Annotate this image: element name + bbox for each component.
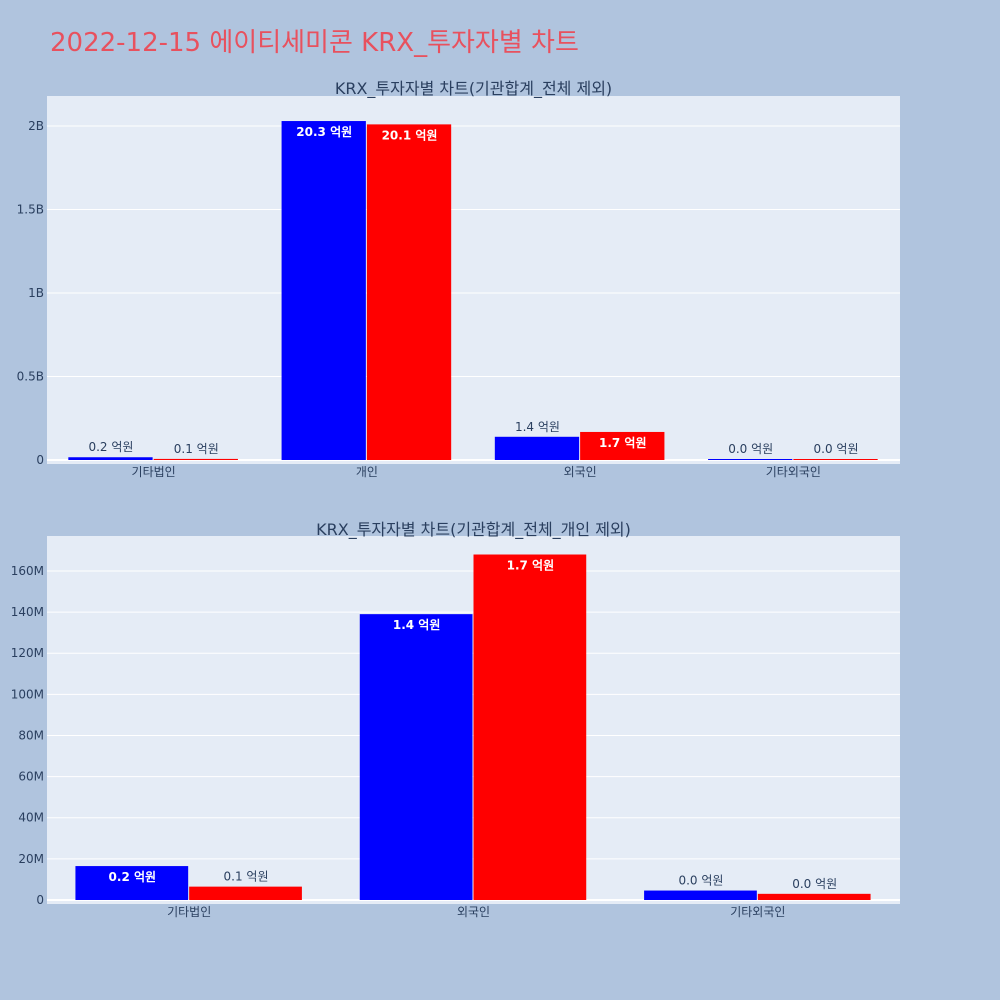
chart-2: 0 20M 40M 60M 80M 100M 120M 140M 160M KRX_투자자별 차트… (11, 520, 900, 919)
y-tick-label: 60M (18, 770, 44, 784)
bar (359, 614, 473, 900)
x-tick-label: 기타법인 (167, 905, 211, 919)
bar (708, 459, 793, 460)
y-tick-label: 20M (18, 852, 44, 866)
chart-title: KRX_투자자별 차트(기관합계_전체_개인 제외) (316, 520, 631, 540)
y-tick-label: 160M (11, 564, 44, 578)
data-label: 20.3 억원 (296, 125, 352, 139)
page-title: 2022-12-15 에이티세미콘 KRX_투자자별 차트 (50, 28, 579, 58)
x-tick-label: 개인 (356, 465, 378, 479)
y-tick-label: 1B (28, 286, 44, 300)
x-tick-label: 기타외국인 (766, 465, 821, 479)
y-tick-label: 140M (11, 605, 44, 619)
plot-area (47, 96, 900, 464)
y-tick-label: 80M (18, 728, 44, 742)
data-label: 0.1 억원 (174, 442, 219, 456)
bar (281, 121, 366, 460)
y-tick-label: 40M (18, 811, 44, 825)
data-label: 1.4 억원 (515, 420, 560, 434)
bar (644, 890, 757, 900)
bar (75, 866, 189, 900)
data-label: 1.7 억원 (507, 559, 555, 573)
y-tick-label: 2B (28, 119, 44, 133)
bar (494, 436, 580, 460)
y-tick-label: 0 (36, 453, 44, 467)
x-tick-label: 외국인 (457, 905, 490, 919)
data-label: 0.0 억원 (792, 877, 837, 891)
data-label: 1.4 억원 (393, 618, 441, 632)
data-label: 0.2 억원 (88, 440, 133, 454)
bar (473, 554, 587, 900)
data-label: 0.2 억원 (109, 870, 157, 884)
data-label: 0.0 억원 (814, 442, 859, 456)
y-tick-label: 100M (11, 687, 44, 701)
bar (68, 457, 153, 460)
y-tick-label: 1.5B (17, 203, 44, 217)
chart-title: KRX_투자자별 차트(기관합계_전체 제외) (335, 79, 612, 99)
y-tick-label: 0.5B (17, 370, 44, 384)
bar (189, 886, 302, 900)
data-label: 0.0 억원 (678, 874, 723, 888)
data-label: 1.7 억원 (599, 436, 647, 450)
bar (793, 459, 878, 460)
data-label: 0.1 억원 (224, 870, 269, 884)
x-tick-label: 기타외국인 (730, 905, 785, 919)
y-tick-label: 120M (11, 646, 44, 660)
y-tick-label: 0 (36, 893, 44, 907)
bar (757, 893, 871, 900)
bar (153, 458, 238, 460)
chart-1: 0 0.5B 1B 1.5B 2B KRX_투자자별 차트(기관합계_전체 제외) 0.2 … (17, 79, 900, 479)
data-label: 0.0 억원 (728, 442, 773, 456)
data-label: 20.1 억원 (382, 128, 438, 142)
bar (580, 431, 665, 460)
bar (366, 124, 452, 461)
x-tick-label: 기타법인 (132, 465, 176, 479)
x-tick-label: 외국인 (564, 465, 597, 479)
